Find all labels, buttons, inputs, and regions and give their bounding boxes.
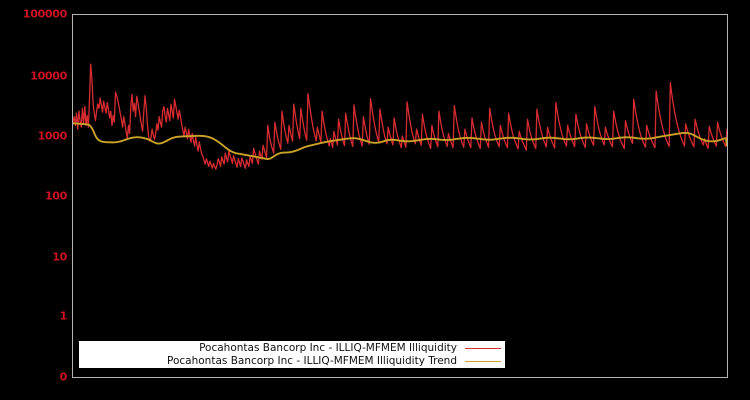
legend-color-swatch [465,347,501,349]
y-axis-tick-10: 10 [52,250,67,264]
legend-entry[interactable]: Pocahontas Bancorp Inc - ILLIQ-MFMEM Ill… [79,355,505,368]
y-axis-tick-100: 100 [44,189,67,203]
legend-label: Pocahontas Bancorp Inc - ILLIQ-MFMEM Ill… [167,354,457,367]
chart-legend[interactable]: Pocahontas Bancorp Inc - ILLIQ-MFMEM Ill… [79,341,505,368]
plot-area-border [72,14,728,378]
legend-entry[interactable]: Pocahontas Bancorp Inc - ILLIQ-MFMEM Ill… [79,342,505,355]
y-axis-tick-100000: 100000 [22,7,67,21]
y-axis-tick-1: 1 [59,309,68,323]
series-line-illiquidity-trend [73,122,727,161]
y-axis-tick-0: 0 [59,370,68,384]
series-layer [73,63,727,170]
legend-label: Pocahontas Bancorp Inc - ILLIQ-MFMEM Ill… [199,341,457,354]
legend-color-swatch [465,360,501,362]
series-line-illiquidity [73,63,727,170]
y-axis-tick-1000: 1000 [37,129,68,143]
y-axis-tick-10000: 10000 [30,69,67,83]
